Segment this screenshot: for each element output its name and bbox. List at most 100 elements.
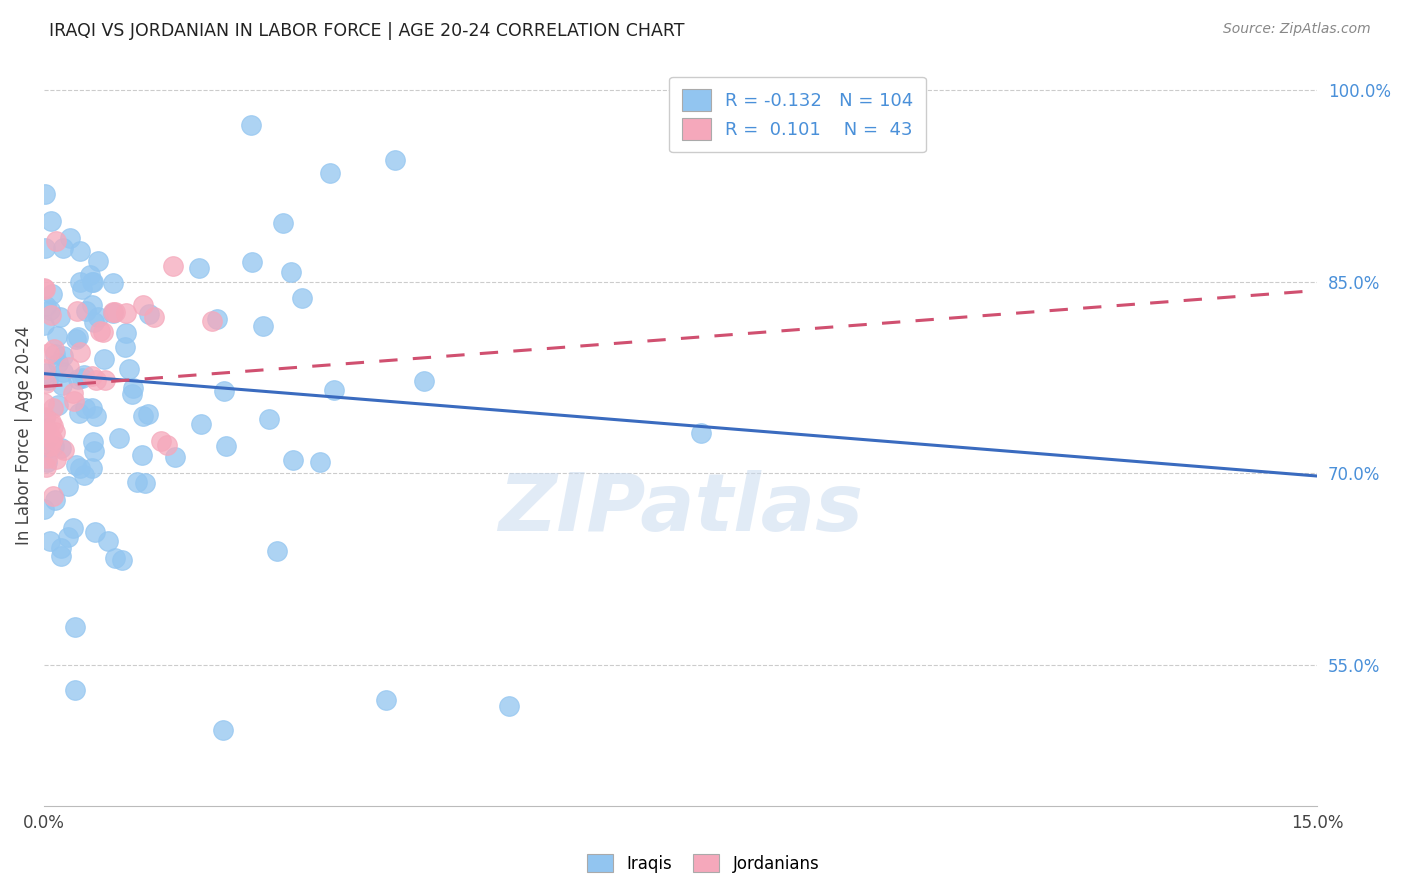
- Point: [32, 501, 55, 516]
- Point: [82, 435, 104, 450]
- Point: [46, 329, 69, 343]
- Point: [39, 308, 62, 322]
- Point: [252, 319, 274, 334]
- Point: [53, 442, 76, 457]
- Point: [34, 187, 56, 202]
- Point: [308, 455, 330, 469]
- Point: [82, 461, 104, 475]
- Point: [45, 451, 67, 466]
- Text: ZIPatlas: ZIPatlas: [498, 470, 863, 549]
- Point: [215, 439, 238, 453]
- Point: [44, 347, 66, 361]
- Point: [49, 549, 72, 563]
- Point: [134, 475, 156, 490]
- Point: [34, 281, 56, 295]
- Point: [211, 723, 233, 738]
- Point: [280, 265, 302, 279]
- Point: [34, 361, 56, 376]
- Point: [59, 230, 82, 244]
- Point: [35, 367, 58, 381]
- Point: [34, 410, 56, 425]
- Point: [87, 310, 110, 324]
- Point: [82, 401, 104, 416]
- Point: [115, 326, 138, 341]
- Point: [38, 425, 60, 440]
- Point: [52, 241, 75, 255]
- Point: [72, 467, 94, 482]
- Point: [413, 375, 436, 389]
- Point: [32, 318, 55, 333]
- Point: [257, 412, 280, 426]
- Point: [136, 407, 159, 421]
- Point: [56, 479, 79, 493]
- Point: [162, 259, 184, 273]
- Point: [37, 442, 59, 456]
- Point: [42, 342, 65, 356]
- Point: [46, 398, 69, 412]
- Point: [35, 421, 58, 435]
- Point: [93, 351, 115, 366]
- Point: [131, 448, 153, 462]
- Point: [104, 305, 127, 319]
- Point: [34, 241, 56, 255]
- Point: [69, 244, 91, 258]
- Point: [35, 450, 58, 465]
- Point: [163, 450, 186, 464]
- Point: [58, 360, 80, 375]
- Point: [127, 475, 149, 490]
- Point: [34, 409, 56, 424]
- Point: [44, 425, 66, 439]
- Point: [65, 458, 87, 473]
- Point: [690, 426, 713, 441]
- Point: [83, 315, 105, 329]
- Point: [65, 332, 87, 346]
- Point: [212, 384, 235, 398]
- Point: [82, 276, 104, 290]
- Point: [190, 417, 212, 431]
- Point: [63, 683, 86, 698]
- Point: [41, 415, 63, 429]
- Text: Source: ZipAtlas.com: Source: ZipAtlas.com: [1223, 22, 1371, 37]
- Point: [132, 298, 155, 312]
- Point: [38, 346, 60, 360]
- Point: [266, 544, 288, 558]
- Point: [239, 118, 262, 132]
- Point: [89, 324, 111, 338]
- Point: [79, 268, 101, 282]
- Point: [84, 525, 107, 540]
- Point: [66, 304, 89, 318]
- Point: [39, 214, 62, 228]
- Point: [101, 305, 124, 319]
- Point: [49, 310, 72, 324]
- Point: [67, 329, 90, 343]
- Point: [67, 406, 90, 420]
- Point: [96, 534, 118, 549]
- Point: [108, 431, 131, 445]
- Legend: Iraqis, Jordanians: Iraqis, Jordanians: [581, 847, 825, 880]
- Point: [49, 441, 72, 455]
- Point: [62, 521, 84, 535]
- Point: [200, 314, 222, 328]
- Point: [34, 425, 56, 440]
- Point: [93, 373, 115, 387]
- Point: [39, 439, 62, 453]
- Point: [156, 438, 179, 452]
- Point: [319, 166, 342, 180]
- Point: [80, 298, 103, 312]
- Point: [49, 541, 72, 556]
- Point: [35, 299, 58, 313]
- Point: [35, 459, 58, 474]
- Point: [42, 489, 65, 503]
- Point: [384, 153, 406, 167]
- Point: [45, 235, 67, 249]
- Point: [34, 282, 56, 296]
- Point: [44, 493, 66, 508]
- Point: [70, 371, 93, 385]
- Y-axis label: In Labor Force | Age 20-24: In Labor Force | Age 20-24: [15, 326, 32, 545]
- Point: [323, 383, 346, 397]
- Point: [104, 551, 127, 566]
- Point: [121, 386, 143, 401]
- Point: [63, 620, 86, 634]
- Point: [69, 461, 91, 475]
- Legend: R = -0.132   N = 104, R =  0.101    N =  43: R = -0.132 N = 104, R = 0.101 N = 43: [669, 77, 927, 153]
